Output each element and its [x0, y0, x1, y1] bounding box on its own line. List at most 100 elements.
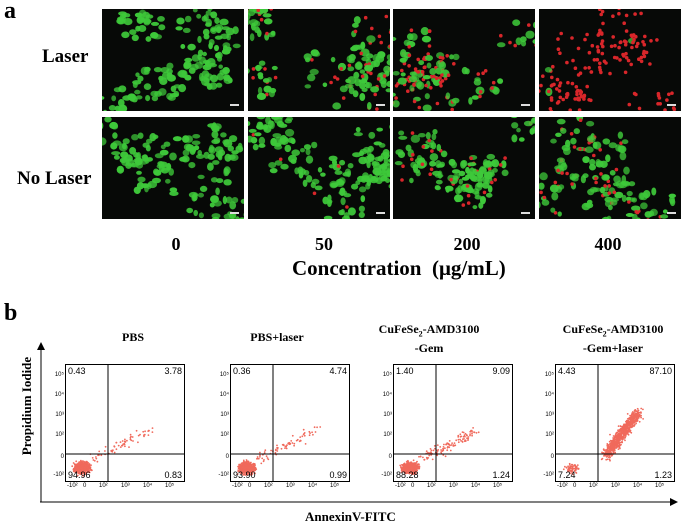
concentration-axis-title: Concentration (μg/mL)	[292, 256, 506, 280]
x-tick-label: 0	[248, 483, 252, 489]
y-tick-label: 10³	[220, 412, 229, 418]
flow-title-text: PBS+laser	[250, 330, 304, 344]
quadrant-lr-value: 1.24	[492, 470, 510, 480]
flow-title-pbs: PBS	[63, 330, 203, 344]
y-tick-label: 10⁵	[544, 372, 554, 378]
flow-plot-2: 0.36 4.74 93.90 0.99	[230, 364, 350, 482]
x-tick-label: 10²	[589, 483, 598, 489]
flow-title-tail: -AMD3100	[606, 322, 664, 336]
flow-title-cufese2-gem-laser: CuFeSe2-AMD3100 -Gem+laser	[543, 322, 683, 355]
x-tick-label: -10²	[557, 483, 568, 489]
y-tick-label: 10²	[220, 432, 229, 438]
x-tick-label: 10⁵	[655, 483, 665, 489]
micrograph-no-laser-400	[539, 117, 681, 219]
y-tick-label: -10²	[381, 472, 392, 478]
x-tick-label: 0	[83, 483, 87, 489]
concentration-tick-50: 50	[315, 234, 333, 254]
micrograph-laser-0	[102, 9, 244, 111]
flow-title-pbs-laser: PBS+laser	[207, 330, 347, 344]
row-label-no-laser: No Laser	[17, 168, 92, 189]
flow-title-text: CuFeSe	[378, 322, 419, 336]
flow-plot-3: 1.40 9.09 88.28 1.24	[393, 364, 513, 482]
scale-bar	[521, 104, 530, 106]
micrograph-laser-50	[248, 9, 390, 111]
x-tick-label: 10⁴	[308, 483, 318, 489]
x-tick-label: -10²	[232, 483, 243, 489]
y-axis-arrow	[37, 342, 45, 502]
concentration-tick-400: 400	[594, 234, 622, 254]
quadrant-ll-value: 7.24	[558, 470, 576, 480]
quadrant-ul-value: 0.43	[68, 366, 86, 376]
flow-title-text: CuFeSe	[562, 322, 603, 336]
scale-bar	[667, 104, 676, 106]
quadrant-ur-value: 3.78	[164, 366, 182, 376]
y-tick-label: 10²	[55, 432, 64, 438]
x-tick-label: 10⁴	[633, 483, 643, 489]
y-tick-label: 0	[388, 454, 392, 460]
scale-bar	[376, 212, 385, 214]
quadrant-ll-value: 93.90	[233, 470, 256, 480]
x-tick-label: 10³	[121, 483, 130, 489]
flow-title-line2: -Gem	[414, 341, 444, 356]
x-tick-label: 10³	[286, 483, 295, 489]
y-tick-label: 10²	[383, 432, 392, 438]
micrograph-no-laser-0	[102, 117, 244, 219]
x-tick-label: 10⁵	[330, 483, 340, 489]
quadrant-ul-value: 1.40	[396, 366, 414, 376]
x-tick-label: -10²	[395, 483, 406, 489]
x-tick-label: 10⁵	[165, 483, 175, 489]
y-tick-label: 10³	[545, 412, 554, 418]
micrograph-no-laser-50	[248, 117, 390, 219]
scale-bar	[376, 104, 385, 106]
quadrant-lr-value: 0.83	[164, 470, 182, 480]
y-tick-label: 0	[550, 454, 554, 460]
scale-bar	[521, 212, 530, 214]
y-tick-label: 10⁵	[219, 372, 229, 378]
flow-plot-1: 0.43 3.78 94.96 0.83	[65, 364, 185, 482]
y-tick-label: 10⁴	[544, 392, 554, 398]
flow-title-text: PBS	[121, 330, 144, 344]
y-tick-label: 10³	[383, 412, 392, 418]
x-tick-label: 10³	[449, 483, 458, 489]
quadrant-ur-value: 9.09	[492, 366, 510, 376]
quadrant-ll-value: 88.28	[396, 470, 419, 480]
quadrant-ur-value: 4.74	[329, 366, 347, 376]
micrograph-laser-400	[539, 9, 681, 111]
scale-bar	[667, 212, 676, 214]
y-axis-label: Propidium Iodide	[19, 356, 34, 456]
micrograph-no-laser-200	[393, 117, 535, 219]
y-tick-label: 0	[225, 454, 229, 460]
quadrant-ul-value: 4.43	[558, 366, 576, 376]
flow-title-sub: 2	[602, 329, 607, 339]
x-tick-label: 10²	[427, 483, 436, 489]
x-tick-label: 10³	[611, 483, 620, 489]
panel-b-letter: b	[4, 300, 18, 326]
x-tick-label: 0	[411, 483, 415, 489]
micrograph-laser-200	[393, 9, 535, 111]
y-tick-label: 10⁵	[54, 372, 64, 378]
flow-title-cufese2-gem: CuFeSe2-AMD3100 -Gem	[359, 322, 499, 355]
x-axis-arrow	[40, 498, 678, 506]
scale-bar	[230, 104, 239, 106]
x-tick-label: 10⁴	[143, 483, 153, 489]
quadrant-lr-value: 0.99	[329, 470, 347, 480]
flow-title-line2: -Gem+laser	[582, 341, 644, 356]
y-tick-label: 10²	[545, 432, 554, 438]
y-tick-label: -10²	[543, 472, 554, 478]
x-tick-label: 10⁴	[471, 483, 481, 489]
scale-bar	[230, 212, 239, 214]
y-tick-label: 10³	[55, 412, 64, 418]
y-tick-label: 0	[60, 454, 64, 460]
y-tick-label: -10²	[218, 472, 229, 478]
quadrant-ul-value: 0.36	[233, 366, 251, 376]
row-label-laser: Laser	[42, 46, 89, 67]
y-tick-label: -10²	[53, 472, 64, 478]
x-tick-label: 0	[573, 483, 577, 489]
y-tick-label: 10⁵	[382, 372, 392, 378]
concentration-tick-0: 0	[171, 234, 181, 254]
quadrant-lr-value: 1.23	[654, 470, 672, 480]
y-tick-label: 10⁴	[219, 392, 229, 398]
x-tick-label: 10²	[264, 483, 273, 489]
flow-plot-4: 4.43 87.10 7.24 1.23	[555, 364, 675, 482]
x-axis-label: AnnexinV-FITC	[305, 509, 396, 524]
